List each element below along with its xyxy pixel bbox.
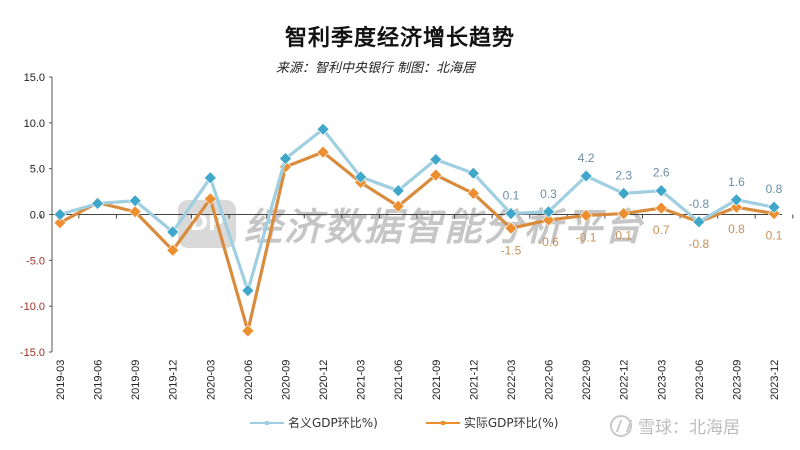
data-point-marker[interactable] <box>429 153 443 166</box>
data-point-marker[interactable] <box>429 168 443 182</box>
x-tick-label: 2020-03 <box>205 360 217 400</box>
x-tick-label: 2019-06 <box>93 360 105 400</box>
data-label: 2.3 <box>615 168 632 182</box>
data-point-marker[interactable] <box>542 205 555 219</box>
data-point-marker[interactable] <box>53 208 67 221</box>
x-tick-label: 2020-12 <box>318 360 330 400</box>
x-tick-label: 2019-03 <box>55 360 67 400</box>
data-point-marker[interactable] <box>166 225 180 239</box>
brand-watermark: 雪球：北海居 <box>610 413 740 438</box>
data-label: 1.6 <box>728 175 745 189</box>
x-tick-label: 2023-09 <box>731 360 743 400</box>
legend: 名义GDP环比%) 实际GDP环比(%) <box>250 414 558 431</box>
data-label: 0.8 <box>728 222 745 236</box>
y-tick-label: 15.0 <box>24 72 45 84</box>
data-label: 0.1 <box>503 189 520 203</box>
data-point-marker[interactable] <box>53 216 67 230</box>
data-label: 0.8 <box>766 182 783 196</box>
data-label: -0.1 <box>576 230 597 244</box>
data-point-marker[interactable] <box>166 243 180 257</box>
brand-text: 雪球：北海居 <box>638 418 740 438</box>
chart-title: 智利季度经济增长趋势 <box>284 26 515 51</box>
legend-line-nominal-icon <box>250 420 284 425</box>
x-tick-label: 2023-12 <box>769 360 781 400</box>
x-tick-label: 2019-09 <box>130 360 142 400</box>
data-label: -0.8 <box>688 237 709 251</box>
data-point-marker[interactable] <box>128 194 142 208</box>
legend-label-real: 实际GDP环比(%) <box>463 416 559 430</box>
data-point-marker[interactable] <box>279 152 292 166</box>
y-tick-label: 5.0 <box>30 164 45 176</box>
data-point-marker[interactable] <box>316 122 330 136</box>
data-point-marker[interactable] <box>617 186 631 200</box>
data-point-marker[interactable] <box>391 199 405 213</box>
data-point-marker[interactable] <box>466 186 480 200</box>
legend-item-nominal[interactable]: 名义GDP环比%) <box>250 414 378 431</box>
data-point-marker[interactable] <box>391 184 405 198</box>
legend-label-nominal: 名义GDP环比%) <box>288 416 378 430</box>
data-point-marker[interactable] <box>617 207 631 221</box>
data-point-marker[interactable] <box>654 184 668 198</box>
data-point-marker[interactable] <box>767 200 781 214</box>
x-tick-label: 2021-03 <box>356 360 368 400</box>
y-tick-label: 10.0 <box>24 118 45 130</box>
data-point-marker[interactable] <box>316 145 330 159</box>
data-label: -0.6 <box>538 235 559 249</box>
x-tick-label: 2019-12 <box>168 360 180 400</box>
y-tick-label: -15.0 <box>20 347 45 359</box>
data-label: 2.6 <box>653 166 670 180</box>
data-point-marker[interactable] <box>354 170 368 184</box>
data-point-marker[interactable] <box>203 171 217 185</box>
data-label: 0.3 <box>540 187 557 201</box>
data-point-marker[interactable] <box>504 221 518 235</box>
data-point-marker[interactable] <box>504 207 518 221</box>
x-tick-label: 2022-09 <box>581 360 593 400</box>
y-tick-label: -10.0 <box>20 301 45 313</box>
data-point-marker[interactable] <box>203 192 217 206</box>
x-tick-label: 2021-09 <box>431 360 443 400</box>
data-point-marker[interactable] <box>91 197 105 210</box>
data-point-marker[interactable] <box>654 201 668 215</box>
x-tick-label: 2022-03 <box>506 360 518 400</box>
data-label: -0.8 <box>688 197 709 211</box>
data-point-marker[interactable] <box>241 284 255 298</box>
data-label: 4.2 <box>578 151 595 165</box>
data-label: 0.1 <box>766 229 783 243</box>
data-point-marker[interactable] <box>128 205 142 219</box>
x-tick-label: 2020-06 <box>243 360 255 400</box>
xueqiu-logo-icon <box>610 414 632 437</box>
x-tick-label: 2021-06 <box>393 360 405 400</box>
x-tick-label: 2023-06 <box>694 360 706 400</box>
chart-subtitle: 来源：智利中央银行 制图：北海居 <box>276 61 476 76</box>
x-tick-label: 2023-03 <box>656 360 668 400</box>
data-label: 0.7 <box>653 223 670 237</box>
data-point-marker[interactable] <box>729 193 743 207</box>
y-tick-label: -5.0 <box>26 255 45 267</box>
legend-line-real-icon <box>425 420 460 425</box>
data-point-marker[interactable] <box>466 166 480 180</box>
data-label: -1.5 <box>501 243 522 257</box>
nominal-gdp-line <box>59 127 775 293</box>
legend-item-real[interactable]: 实际GDP环比(%) <box>425 414 559 431</box>
x-tick-label: 2021-12 <box>468 360 480 400</box>
x-tick-label: 2022-06 <box>544 360 556 400</box>
data-point-marker[interactable] <box>241 324 255 338</box>
data-point-marker[interactable] <box>729 200 743 214</box>
x-tick-label: 2020-09 <box>280 360 292 400</box>
data-label: 0.1 <box>615 229 632 243</box>
real-gdp-line <box>59 150 775 333</box>
data-point-marker[interactable] <box>579 208 593 222</box>
y-tick-label: 0.0 <box>30 210 45 222</box>
data-point-marker[interactable] <box>692 215 706 229</box>
data-point-marker[interactable] <box>579 169 593 183</box>
data-point-marker[interactable] <box>542 213 555 227</box>
x-tick-label: 2022-12 <box>619 360 631 400</box>
